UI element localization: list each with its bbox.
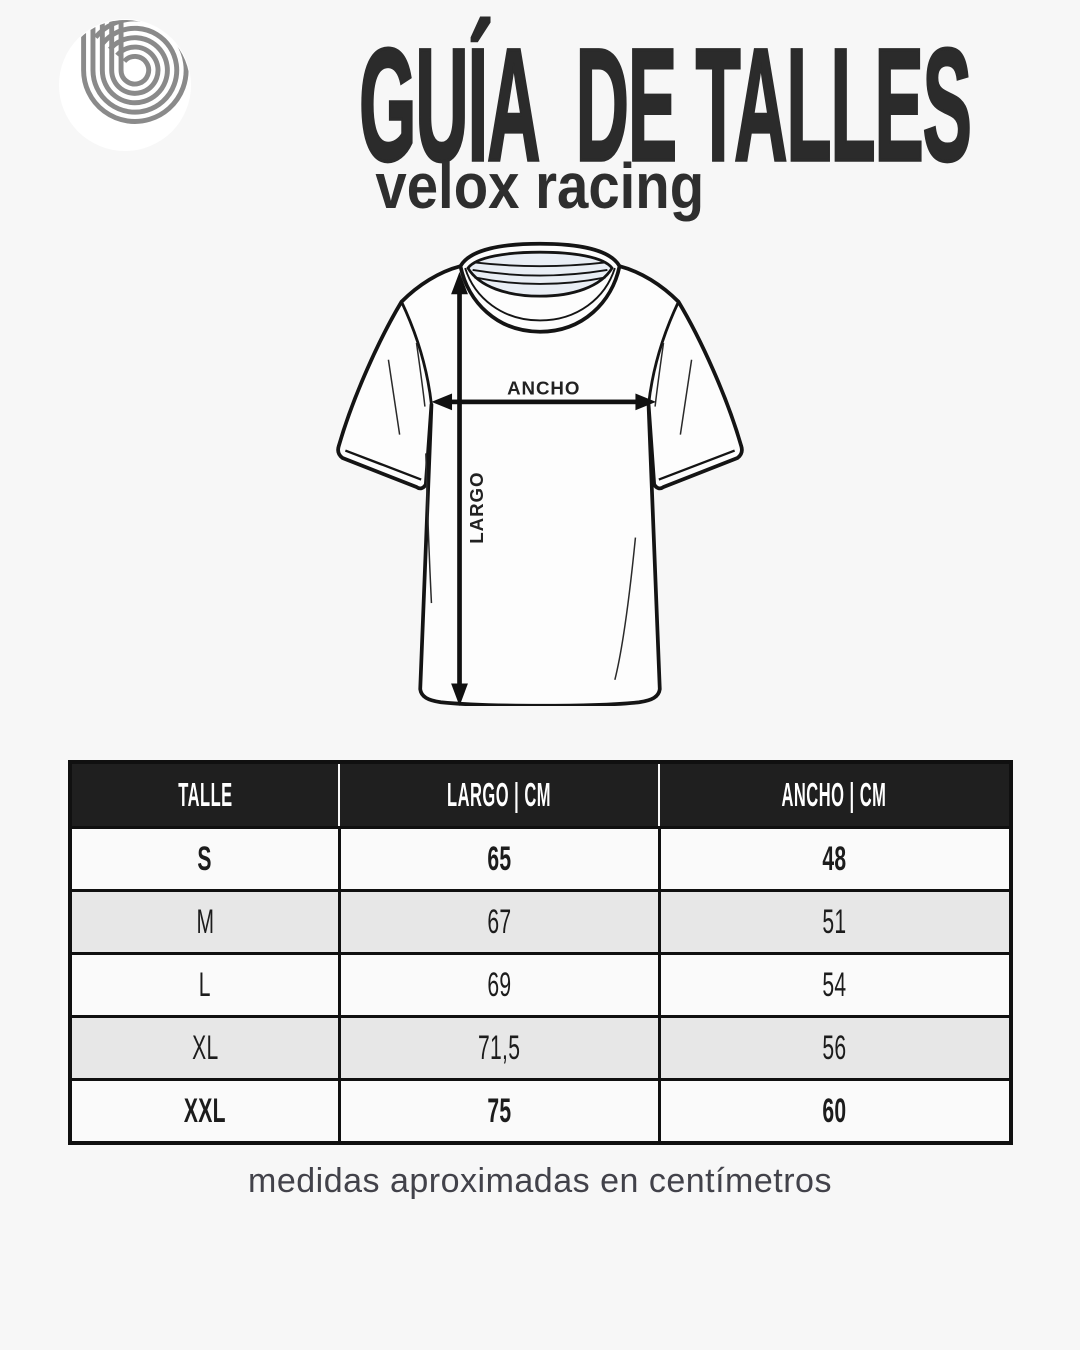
sleeve-cuff-lines — [344, 449, 736, 481]
cell-ancho: 48 — [657, 829, 1009, 889]
collar-rib-lines — [464, 261, 616, 322]
page-subtitle-text: velox racing — [375, 150, 705, 222]
cell-largo: 67 — [338, 892, 658, 952]
cell-talle: XXL — [184, 1091, 227, 1130]
ancho-arrow — [431, 393, 657, 411]
cell-largo: 75 — [338, 1081, 658, 1141]
tshirt-outline — [336, 256, 744, 708]
header-cell-largo: LARGO | CM — [338, 764, 658, 826]
cell-talle: XL — [191, 1028, 219, 1067]
size-table: TALLE LARGO | CM ANCHO | CM S 65 48 M 67… — [68, 760, 1013, 1145]
cell-ancho: 60 — [657, 1081, 1009, 1141]
sleeve-seams — [400, 301, 680, 405]
header-cell-ancho: ANCHO | CM — [657, 764, 1009, 826]
largo-arrow — [451, 271, 468, 706]
tshirt-measurement-diagram: ANCHO LARGO — [334, 240, 746, 708]
page-subtitle: velox racing — [0, 154, 1080, 218]
page-title-text: GUÍA DE TALLES — [358, 15, 972, 194]
cell-largo: 69 — [338, 955, 658, 1015]
cell-ancho: 56 — [657, 1018, 1009, 1078]
logo-b-stripes — [81, 19, 189, 124]
ancho-label: ANCHO — [507, 377, 580, 398]
brand-logo — [56, 16, 194, 154]
concentric-b-logo-icon — [58, 18, 192, 152]
table-row-l: L 69 54 — [72, 952, 1009, 1015]
footer-note: medidas aproximadas en centímetros — [248, 1162, 832, 1200]
header-cell-talle: TALLE — [177, 776, 233, 813]
table-row-xl: XL 71,5 56 — [72, 1015, 1009, 1078]
tshirt-diagram-svg: ANCHO LARGO — [336, 241, 744, 708]
cell-talle: S — [197, 839, 213, 878]
cell-talle: L — [199, 965, 212, 1004]
cell-talle: M — [196, 902, 214, 941]
table-row-xxl: XXL 75 60 — [72, 1078, 1009, 1141]
page-title: GUÍA DE TALLES — [0, 15, 1080, 194]
cell-ancho: 51 — [657, 892, 1009, 952]
cell-largo: 71,5 — [338, 1018, 658, 1078]
table-row-s: S 65 48 — [72, 826, 1009, 889]
largo-label: LARGO — [466, 472, 487, 544]
cell-largo: 65 — [338, 829, 658, 889]
table-header-row: TALLE LARGO | CM ANCHO | CM — [72, 764, 1009, 826]
cell-ancho: 54 — [657, 955, 1009, 1015]
collar-rib-band — [466, 250, 614, 298]
table-row-m: M 67 51 — [72, 889, 1009, 952]
